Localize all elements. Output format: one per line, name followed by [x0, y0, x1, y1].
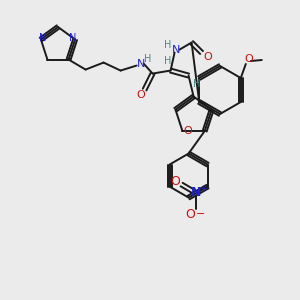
Text: N: N [69, 33, 77, 43]
Text: N: N [190, 186, 201, 199]
Text: N: N [136, 58, 145, 69]
Text: N: N [39, 33, 46, 43]
Text: −: − [196, 208, 205, 219]
Text: H: H [164, 40, 171, 50]
Text: H: H [164, 56, 171, 66]
Text: N: N [171, 45, 180, 55]
Text: +: + [199, 184, 207, 194]
Text: O: O [183, 126, 192, 136]
Text: O: O [171, 175, 181, 188]
Text: O: O [136, 90, 145, 100]
Text: H: H [144, 54, 151, 64]
Text: O: O [244, 54, 253, 64]
Text: O: O [186, 208, 196, 221]
Text: H: H [193, 79, 200, 88]
Text: O: O [203, 52, 212, 61]
